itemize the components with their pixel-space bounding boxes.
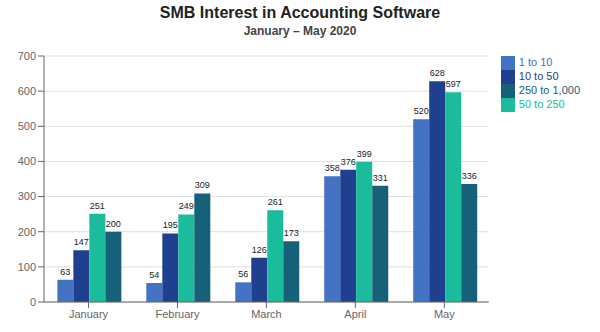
svg-text:May: May <box>434 308 455 320</box>
svg-text:January: January <box>69 308 109 320</box>
svg-text:309: 309 <box>195 180 210 190</box>
html-text:1 to 10: 1 to 10 <box>518 56 553 68</box>
svg-text:251: 251 <box>90 201 105 211</box>
svg-text:376: 376 <box>341 157 356 167</box>
svg-text:331: 331 <box>373 173 388 183</box>
svg-text:300: 300 <box>18 190 36 202</box>
svg-text:261: 261 <box>268 197 283 207</box>
svg-text:597: 597 <box>446 79 461 89</box>
svg-text:500: 500 <box>18 120 36 132</box>
svg-text:628: 628 <box>430 68 445 78</box>
svg-text:200: 200 <box>106 219 121 229</box>
svg-text:700: 700 <box>18 50 36 62</box>
svg-text:126: 126 <box>252 245 267 255</box>
svg-text:200: 200 <box>18 226 36 238</box>
html-text:10 to 50: 10 to 50 <box>518 70 559 83</box>
svg-text:399: 399 <box>357 149 372 159</box>
svg-text:400: 400 <box>18 155 36 167</box>
svg-text:March: March <box>251 308 282 320</box>
svg-text:358: 358 <box>325 163 340 173</box>
svg-text:173: 173 <box>284 228 299 238</box>
html-text:January – May 2020: January – May 2020 <box>243 24 357 38</box>
svg-text:249: 249 <box>179 201 194 211</box>
svg-text:0: 0 <box>30 296 36 308</box>
svg-text:336: 336 <box>462 171 477 181</box>
svg-text:147: 147 <box>74 237 89 247</box>
svg-text:100: 100 <box>18 261 36 273</box>
html-text:50 to 250: 50 to 250 <box>518 98 565 111</box>
html-text:SMB Interest in Accounting Sof: SMB Interest in Accounting Software <box>159 4 441 21</box>
svg-text:February: February <box>155 308 200 320</box>
svg-text:600: 600 <box>18 85 36 97</box>
svg-text:56: 56 <box>238 269 248 279</box>
svg-text:April: April <box>344 308 366 320</box>
svg-text:63: 63 <box>60 267 70 277</box>
svg-text:54: 54 <box>149 270 159 280</box>
svg-text:520: 520 <box>414 106 429 116</box>
svg-text:195: 195 <box>163 220 178 230</box>
html-text:250 to 1,000: 250 to 1,000 <box>518 84 580 97</box>
